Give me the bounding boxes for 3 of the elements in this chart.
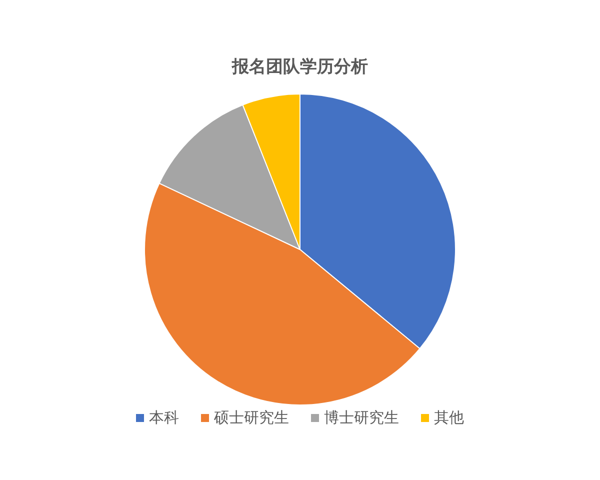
legend-label: 其他	[434, 410, 464, 426]
legend-label: 本科	[149, 410, 179, 426]
title: 报名团队学历分析	[232, 57, 368, 76]
